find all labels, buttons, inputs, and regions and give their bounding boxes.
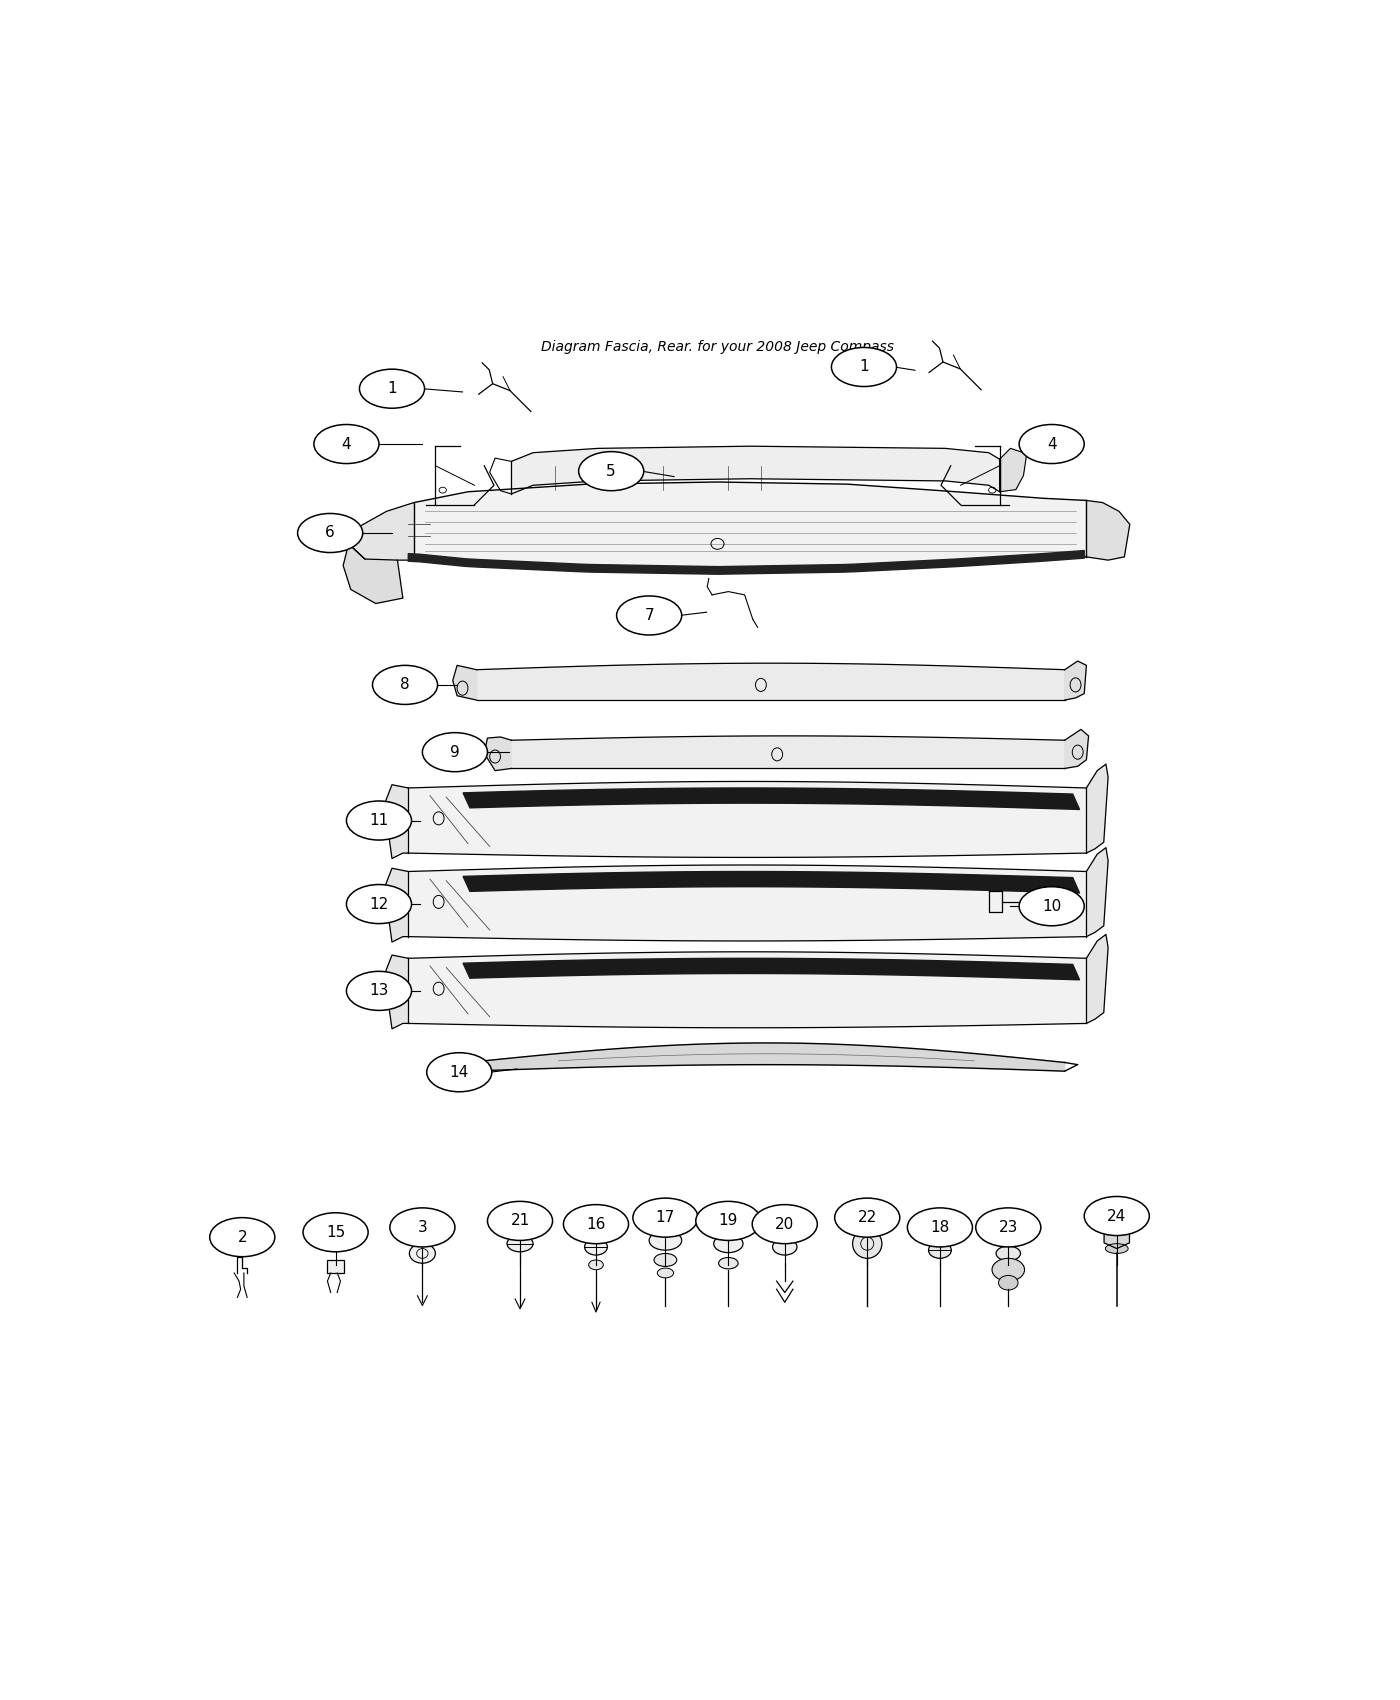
Text: 7: 7 xyxy=(644,609,654,622)
Polygon shape xyxy=(409,865,1086,942)
Ellipse shape xyxy=(696,1202,762,1241)
Polygon shape xyxy=(385,955,409,1028)
Polygon shape xyxy=(1064,661,1086,700)
Ellipse shape xyxy=(993,1258,1025,1282)
Polygon shape xyxy=(409,551,1084,575)
Polygon shape xyxy=(409,952,1086,1028)
Ellipse shape xyxy=(409,1244,435,1263)
Ellipse shape xyxy=(654,1253,676,1266)
Text: 24: 24 xyxy=(1107,1209,1127,1224)
Ellipse shape xyxy=(1106,1244,1128,1253)
Polygon shape xyxy=(468,1044,1064,1071)
Polygon shape xyxy=(1086,848,1109,937)
Polygon shape xyxy=(463,789,1079,809)
Text: 2: 2 xyxy=(238,1229,246,1244)
Ellipse shape xyxy=(995,1246,1021,1261)
Ellipse shape xyxy=(832,347,896,386)
Ellipse shape xyxy=(372,665,438,704)
Bar xyxy=(328,1260,344,1273)
Ellipse shape xyxy=(210,1217,274,1256)
Text: 8: 8 xyxy=(400,677,410,692)
Polygon shape xyxy=(452,665,476,700)
Ellipse shape xyxy=(907,1209,973,1246)
Text: 23: 23 xyxy=(998,1221,1018,1234)
Ellipse shape xyxy=(389,1209,455,1246)
Polygon shape xyxy=(1064,729,1089,768)
Text: 12: 12 xyxy=(370,896,389,911)
Ellipse shape xyxy=(346,801,412,840)
Polygon shape xyxy=(385,869,409,942)
Text: 4: 4 xyxy=(1047,437,1057,452)
Text: 1: 1 xyxy=(860,359,869,374)
Text: 1: 1 xyxy=(388,381,396,396)
Ellipse shape xyxy=(1084,1197,1149,1236)
Ellipse shape xyxy=(302,1212,368,1251)
Text: 11: 11 xyxy=(370,813,389,828)
Ellipse shape xyxy=(487,1202,553,1241)
Text: Diagram Fascia, Rear. for your 2008 Jeep Compass: Diagram Fascia, Rear. for your 2008 Jeep… xyxy=(540,340,895,354)
Ellipse shape xyxy=(314,425,379,464)
Ellipse shape xyxy=(360,369,424,408)
Text: 13: 13 xyxy=(370,983,389,998)
Polygon shape xyxy=(511,445,1000,495)
Text: 15: 15 xyxy=(326,1224,346,1239)
Ellipse shape xyxy=(633,1198,699,1238)
Ellipse shape xyxy=(773,1239,797,1255)
Polygon shape xyxy=(1105,1226,1130,1248)
Polygon shape xyxy=(409,782,1086,857)
Text: 6: 6 xyxy=(325,525,335,541)
Text: 17: 17 xyxy=(655,1210,675,1226)
Text: 9: 9 xyxy=(449,745,459,760)
Ellipse shape xyxy=(563,1205,629,1244)
Polygon shape xyxy=(1086,500,1130,559)
Ellipse shape xyxy=(718,1258,738,1268)
Ellipse shape xyxy=(346,971,412,1010)
Ellipse shape xyxy=(853,1229,882,1258)
Polygon shape xyxy=(463,872,1079,892)
Ellipse shape xyxy=(346,884,412,923)
Polygon shape xyxy=(511,736,1064,768)
Ellipse shape xyxy=(657,1268,673,1278)
Ellipse shape xyxy=(976,1209,1040,1246)
Ellipse shape xyxy=(507,1236,533,1251)
Text: 10: 10 xyxy=(1042,899,1061,913)
Ellipse shape xyxy=(578,452,644,491)
Ellipse shape xyxy=(998,1275,1018,1290)
Text: 5: 5 xyxy=(606,464,616,479)
Ellipse shape xyxy=(752,1205,818,1244)
Polygon shape xyxy=(343,544,403,604)
Ellipse shape xyxy=(588,1260,603,1270)
Polygon shape xyxy=(463,959,1079,979)
Ellipse shape xyxy=(1019,887,1084,926)
Text: 4: 4 xyxy=(342,437,351,452)
Polygon shape xyxy=(1000,449,1026,491)
Polygon shape xyxy=(1086,935,1109,1023)
Text: 22: 22 xyxy=(858,1210,876,1226)
Ellipse shape xyxy=(616,597,682,636)
Ellipse shape xyxy=(928,1243,952,1258)
Polygon shape xyxy=(1086,763,1109,853)
Ellipse shape xyxy=(585,1239,608,1255)
Text: 18: 18 xyxy=(930,1221,949,1234)
Polygon shape xyxy=(476,663,1064,700)
Polygon shape xyxy=(349,503,414,559)
Text: 19: 19 xyxy=(718,1214,738,1229)
Ellipse shape xyxy=(427,1052,491,1091)
Ellipse shape xyxy=(834,1198,900,1238)
Ellipse shape xyxy=(650,1231,682,1250)
Text: 3: 3 xyxy=(417,1221,427,1234)
Ellipse shape xyxy=(423,733,487,772)
Polygon shape xyxy=(484,738,511,770)
Text: 16: 16 xyxy=(587,1217,606,1231)
Ellipse shape xyxy=(1019,425,1084,464)
Polygon shape xyxy=(385,785,409,858)
Text: 21: 21 xyxy=(511,1214,529,1229)
Polygon shape xyxy=(414,483,1086,573)
Text: 20: 20 xyxy=(776,1217,794,1231)
Text: 14: 14 xyxy=(449,1064,469,1080)
Ellipse shape xyxy=(298,513,363,552)
Ellipse shape xyxy=(714,1234,743,1253)
